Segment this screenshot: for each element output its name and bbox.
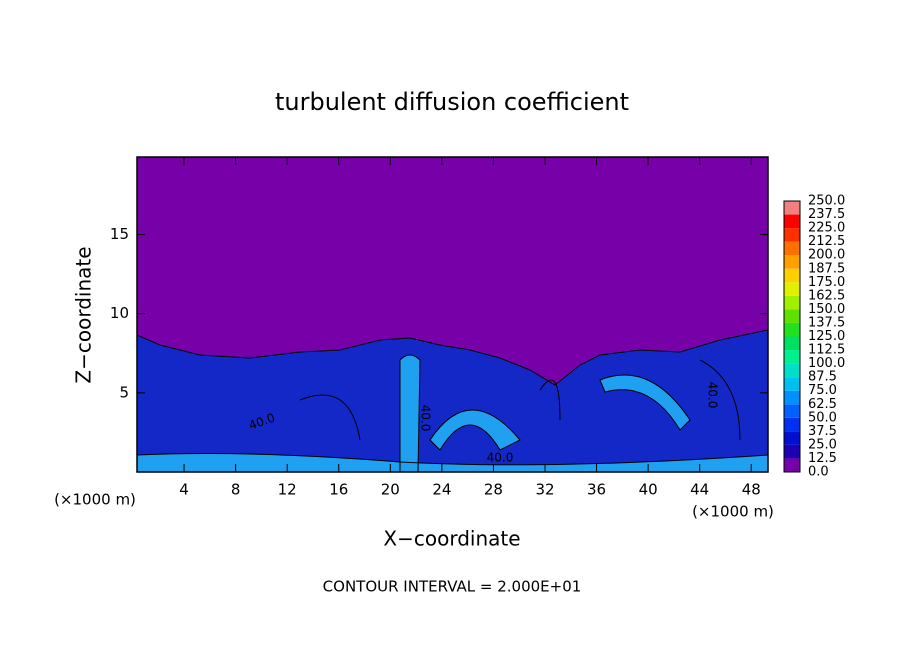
y-tick-label: 15	[110, 225, 129, 243]
x-tick-label: 28	[484, 481, 503, 499]
colorbar-label: 175.0	[808, 275, 845, 290]
colorbar-band	[784, 336, 800, 351]
colorbar-band	[784, 268, 800, 283]
x-axis-label: X−coordinate	[383, 527, 520, 551]
x-tick-label: 40	[639, 481, 658, 499]
colorbar-band	[784, 377, 800, 391]
colorbar-band	[784, 458, 800, 472]
colorbar-label: 137.5	[808, 315, 845, 330]
colorbar-band	[784, 444, 800, 459]
contour-label: 40.0	[487, 451, 514, 465]
colorbar-band	[784, 214, 800, 229]
chart-title: turbulent diffusion coefficient	[275, 88, 629, 116]
field-lower	[136, 329, 769, 473]
colorbar-band	[784, 417, 800, 432]
colorbar-label: 50.0	[808, 410, 837, 425]
colorbar-label: 187.5	[808, 261, 845, 276]
colorbar-label: 12.5	[808, 451, 837, 466]
colorbar-band	[784, 201, 800, 215]
colorbar-label: 75.0	[808, 383, 837, 398]
x-tick-label: 24	[432, 481, 451, 499]
x-tick-label: 12	[278, 481, 297, 499]
x-tick-label: 36	[587, 481, 606, 499]
colorbar-label: 162.5	[808, 288, 845, 303]
y-axis-label: Z−coordinate	[72, 246, 96, 383]
colorbar-band	[784, 322, 800, 337]
colorbar-label: 112.5	[808, 343, 845, 358]
colorbar-band	[784, 390, 800, 405]
field-patch	[136, 354, 769, 473]
field	[136, 157, 769, 473]
colorbar-label: 87.5	[808, 370, 837, 385]
x-tick-label: 8	[231, 481, 241, 499]
colorbar-band	[784, 431, 800, 445]
annotation: CONTOUR INTERVAL = 2.000E+01	[323, 578, 582, 596]
colorbar-label: 237.5	[808, 207, 845, 222]
contour-label: 40.0	[706, 382, 720, 409]
colorbar-label: 0.0	[808, 465, 829, 480]
contour-line	[299, 359, 741, 441]
x-tick-label: 20	[381, 481, 400, 499]
contour-label: 40.0	[419, 405, 433, 432]
colorbar-band	[784, 255, 800, 269]
colorbar-label: 37.5	[808, 424, 837, 439]
colorbar-frame	[783, 200, 801, 473]
colorbar-band	[784, 350, 800, 364]
x-tick-label: 4	[179, 481, 189, 499]
colorbar-label: 225.0	[808, 221, 845, 236]
colorbar-band	[784, 363, 800, 378]
x-tick-label: 48	[742, 481, 761, 499]
y-tick-label: 5	[119, 383, 129, 401]
plot-frame	[136, 156, 769, 473]
x-tick-label: 32	[535, 481, 554, 499]
colorbar-label: 125.0	[808, 329, 845, 344]
colorbar-label: 212.5	[808, 234, 845, 249]
colorbar-band	[784, 295, 800, 310]
colorbar-label: 100.0	[808, 356, 845, 371]
colorbar-label: 25.0	[808, 437, 837, 452]
colorbar-band	[784, 404, 800, 418]
x-tick-label: 16	[329, 481, 348, 499]
x-unit-left: (×1000 m)	[54, 491, 136, 509]
y-tick-label: 10	[110, 304, 129, 322]
colorbar-band	[784, 241, 800, 256]
colorbar-label: 150.0	[808, 302, 845, 317]
colorbar-label: 62.5	[808, 397, 837, 412]
x-tick-label: 44	[690, 481, 709, 499]
colorbar-band	[784, 282, 800, 296]
x-unit-right: (×1000 m)	[692, 503, 774, 521]
colorbar-band	[784, 309, 800, 323]
colorbar-label: 200.0	[808, 248, 845, 263]
colorbar-band	[784, 228, 800, 242]
colorbar-label: 250.0	[808, 194, 845, 209]
